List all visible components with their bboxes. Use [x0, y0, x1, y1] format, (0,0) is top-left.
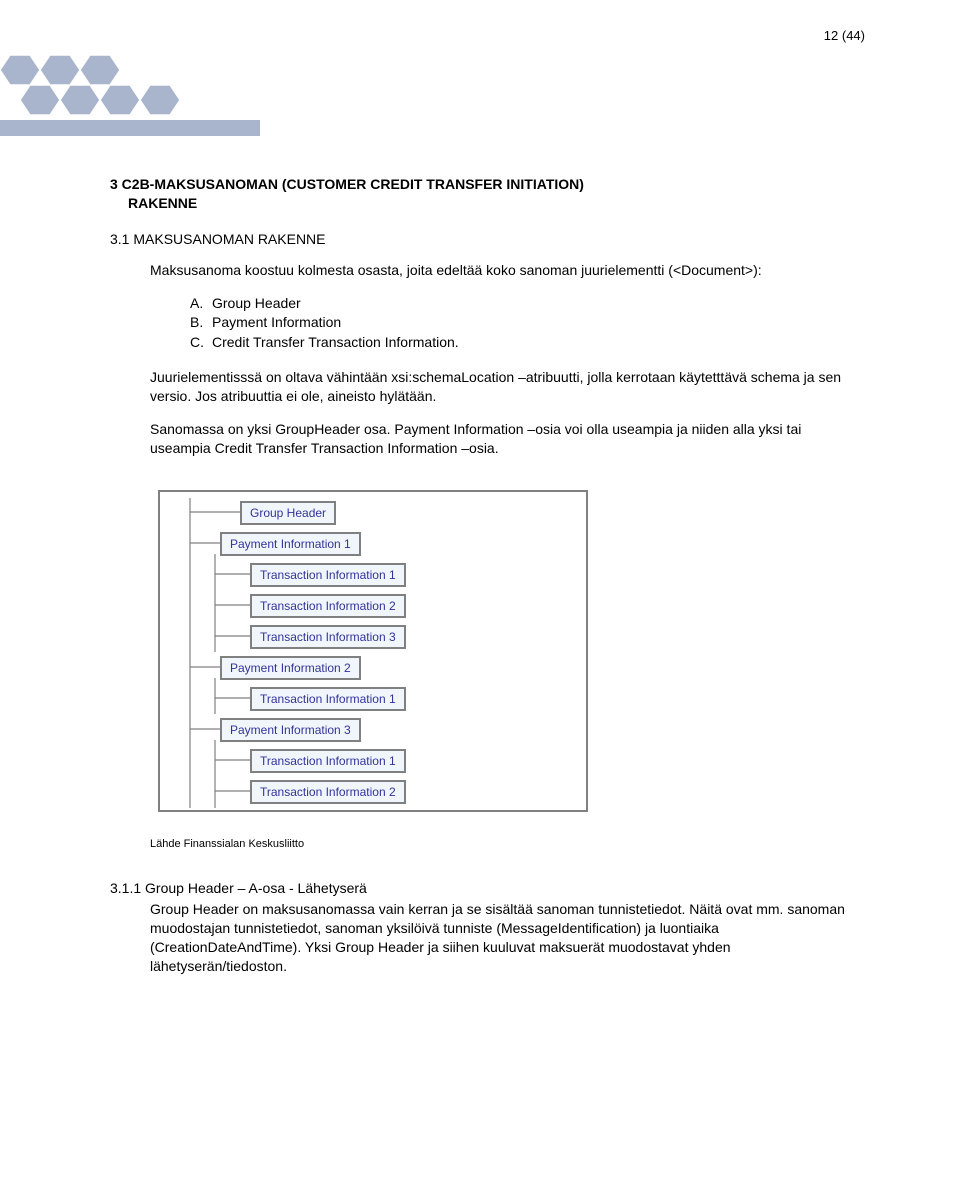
heading-sub: 3.1 MAKSUSANOMAN RAKENNE	[110, 231, 865, 247]
intro-paragraph: Maksusanoma koostuu kolmesta osasta, joi…	[150, 261, 865, 280]
list-item: A.Group Header	[190, 294, 865, 314]
list-label: Payment Information	[212, 314, 341, 330]
list-item: B.Payment Information	[190, 313, 865, 333]
list-letter: A.	[190, 294, 212, 314]
tree-node: Payment Information 1	[220, 532, 361, 556]
section-311-title: 3.1.1 Group Header – A-osa - Lähetyserä	[110, 880, 865, 896]
tree-node: Transaction Information 1	[250, 687, 406, 711]
heading-main-line2: RAKENNE	[110, 195, 197, 211]
header-hex-graphic	[0, 50, 260, 140]
page-number: 12 (44)	[824, 28, 865, 43]
heading-main-line1: 3 C2B-MAKSUSANOMAN (CUSTOMER CREDIT TRAN…	[110, 176, 584, 192]
tree-node: Payment Information 3	[220, 718, 361, 742]
section-311-body: Group Header on maksusanomassa vain kerr…	[150, 900, 865, 976]
list-item: C.Credit Transfer Transaction Informatio…	[190, 333, 865, 353]
abc-list: A.Group Header B.Payment Information C.C…	[150, 294, 865, 353]
tree-node: Transaction Information 1	[250, 749, 406, 773]
tree-node: Transaction Information 3	[250, 625, 406, 649]
list-label: Group Header	[212, 295, 301, 311]
paragraph-3: Sanomassa on yksi GroupHeader osa. Payme…	[150, 420, 865, 458]
tree-node: Group Header	[240, 501, 336, 525]
structure-diagram: Group Header Payment Information 1 Trans…	[150, 482, 865, 820]
tree-node: Transaction Information 1	[250, 563, 406, 587]
page-content: 3 C2B-MAKSUSANOMAN (CUSTOMER CREDIT TRAN…	[110, 175, 865, 976]
tree-node: Payment Information 2	[220, 656, 361, 680]
heading-main: 3 C2B-MAKSUSANOMAN (CUSTOMER CREDIT TRAN…	[110, 175, 865, 213]
paragraph-2: Juurielementisssä on oltava vähintään xs…	[150, 368, 865, 406]
list-letter: C.	[190, 333, 212, 353]
diagram-caption: Lähde Finanssialan Keskusliitto	[150, 838, 865, 850]
tree-node: Transaction Information 2	[250, 594, 406, 618]
list-letter: B.	[190, 313, 212, 333]
tree-node: Transaction Information 2	[250, 780, 406, 804]
list-label: Credit Transfer Transaction Information.	[212, 334, 459, 350]
